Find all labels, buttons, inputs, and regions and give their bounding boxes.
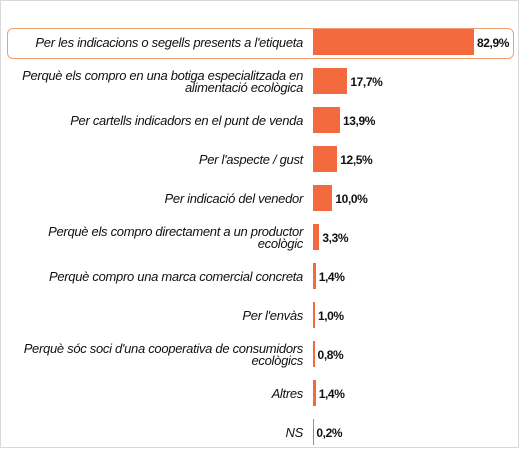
- category-label: Per l'aspecte / gust: [9, 154, 303, 166]
- value-label: 1,4%: [319, 387, 345, 401]
- bar-row: Per indicació del venedor 10,0%: [1, 179, 519, 218]
- bar-row: Perquè sóc soci d'una cooperativa de con…: [1, 335, 519, 374]
- category-label: Perquè els compro en una botiga especial…: [9, 70, 303, 94]
- bar: [313, 302, 315, 328]
- category-label: Per indicació del venedor: [9, 193, 303, 205]
- bar-row: Perquè els compro directament a un produ…: [1, 218, 519, 257]
- category-label: Per l'envàs: [9, 310, 303, 322]
- bar-row: NS 0,2%: [1, 413, 519, 452]
- value-label: 10,0%: [335, 192, 367, 206]
- bar-row: Per les indicacions o segells presents a…: [1, 23, 519, 62]
- bar-row: Perquè compro una marca comercial concre…: [1, 257, 519, 296]
- bar: [313, 68, 347, 94]
- bar: [313, 185, 332, 211]
- bar-row: Perquè els compro en una botiga especial…: [1, 62, 519, 101]
- value-label: 3,3%: [322, 231, 348, 245]
- bar: [313, 29, 474, 55]
- bar-row: Per l'aspecte / gust 12,5%: [1, 140, 519, 179]
- bar: [313, 146, 337, 172]
- value-label: 1,0%: [318, 309, 344, 323]
- value-label: 1,4%: [319, 270, 345, 284]
- value-label: 17,7%: [350, 75, 382, 89]
- category-label: Per cartells indicadors en el punt de ve…: [9, 115, 303, 127]
- bar: [313, 341, 315, 367]
- bar-row: Per cartells indicadors en el punt de ve…: [1, 101, 519, 140]
- value-label: 12,5%: [340, 153, 372, 167]
- category-label: Per les indicacions o segells presents a…: [9, 37, 303, 49]
- category-label: Altres: [9, 388, 303, 400]
- value-label: 0,8%: [318, 348, 344, 362]
- category-label: Perquè els compro directament a un produ…: [9, 226, 303, 250]
- value-label: 82,9%: [477, 36, 509, 50]
- bar: [313, 380, 316, 406]
- bar: [313, 107, 340, 133]
- bar: [313, 224, 319, 250]
- category-label: Perquè compro una marca comercial concre…: [9, 271, 303, 283]
- value-label: 0,2%: [316, 426, 342, 440]
- bar-row: Per l'envàs 1,0%: [1, 296, 519, 335]
- value-label: 13,9%: [343, 114, 375, 128]
- category-label: Perquè sóc soci d'una cooperativa de con…: [9, 343, 303, 367]
- bar: [313, 263, 316, 289]
- bar-row: Altres 1,4%: [1, 374, 519, 413]
- category-label: NS: [9, 427, 303, 439]
